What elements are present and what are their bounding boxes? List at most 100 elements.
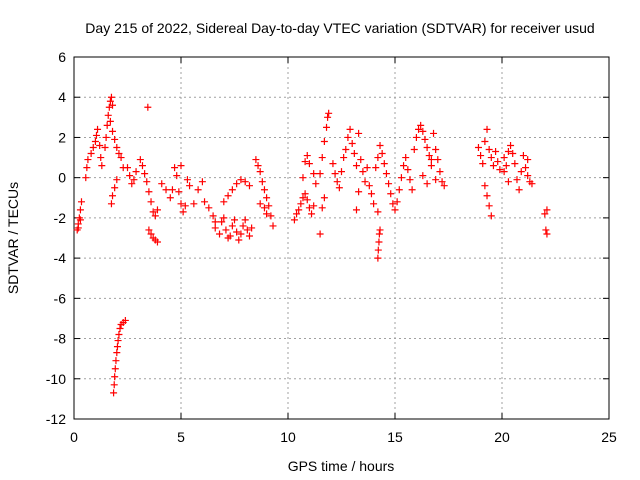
data-point [128,180,136,188]
data-point [372,164,380,172]
data-point [483,192,491,200]
data-point [92,131,100,139]
data-point [316,170,324,178]
data-point [378,150,386,158]
data-point [74,224,82,232]
data-point [121,316,129,324]
data-point [104,111,112,119]
data-point [393,198,401,206]
data-point [252,156,260,164]
data-point [297,200,305,208]
data-point [115,331,123,339]
data-point [226,232,234,240]
data-point [477,152,485,160]
data-point [222,226,230,234]
data-point [436,168,444,176]
data-point [183,176,191,184]
data-point [153,238,161,246]
data-point [524,172,532,180]
data-point [419,172,427,180]
data-point [346,125,354,133]
data-point [177,162,185,170]
data-point [427,162,435,170]
data-point [177,200,185,208]
data-point [340,154,348,162]
data-point [91,137,99,145]
data-point [256,168,264,176]
data-point [481,137,489,145]
data-point [144,103,152,111]
data-point [258,178,266,186]
data-point [507,141,515,149]
data-point [269,222,277,230]
data-point [421,135,429,143]
data-point [110,381,118,389]
data-point [333,178,341,186]
data-point [228,222,236,230]
data-point [301,190,309,198]
y-tick-label: 0 [58,170,66,186]
data-point [430,129,438,137]
data-point [293,210,301,218]
data-point [318,154,326,162]
data-point [110,389,118,397]
data-point [299,194,307,202]
data-point [136,156,144,164]
data-point [474,144,482,151]
data-point [338,168,345,176]
data-point [513,176,521,184]
data-point [124,164,131,172]
data-point [494,158,502,166]
data-point [320,194,328,202]
data-point [211,224,219,232]
x-tick-label: 10 [280,429,296,445]
data-point [519,152,527,160]
data-point [305,204,313,212]
data-point [82,174,90,182]
data-point [367,190,375,198]
data-point [324,113,332,121]
data-point [239,222,247,230]
data-point [423,180,431,188]
x-tick-label: 0 [70,429,78,445]
data-point [237,230,245,238]
data-point [404,166,412,174]
data-point [256,200,264,208]
data-point [496,166,504,174]
data-point [410,146,418,154]
data-point [348,139,356,147]
grid-lines [74,57,609,419]
data-point [485,202,493,210]
data-point [295,206,303,214]
data-point [415,125,423,133]
data-point [254,162,262,170]
data-point [94,125,102,133]
data-point [111,373,119,381]
data-point [408,186,416,194]
data-point [141,170,149,178]
y-tick-label: -12 [46,411,66,427]
data-point [158,180,166,188]
y-tick-label: -6 [54,290,67,306]
data-point [303,152,311,160]
data-point [216,230,224,238]
data-point [432,176,440,184]
data-point [115,150,123,158]
data-point [335,184,343,192]
data-point [109,192,117,200]
data-point [370,200,378,208]
data-point [374,246,382,254]
data-point [389,200,397,208]
data-point [391,206,399,214]
y-tick-label: 4 [58,89,66,105]
x-tick-label: 25 [601,429,617,445]
data-point [147,230,155,238]
data-point [312,180,320,188]
data-point [303,196,311,204]
data-point [483,125,491,133]
data-point [543,230,551,238]
data-point [355,129,363,137]
